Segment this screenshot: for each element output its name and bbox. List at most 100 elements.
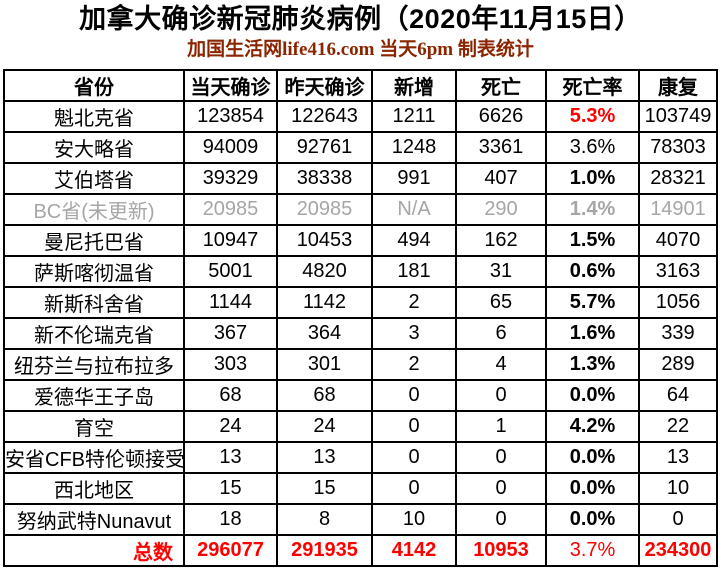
deaths-cell: 31	[455, 255, 547, 288]
today-cell: 367	[183, 317, 278, 350]
deaths-cell: 0	[455, 441, 547, 474]
table-row: 安大略省 94009 92761 1248 3361 3.6% 78303	[3, 131, 718, 164]
col-header-province: 省份	[3, 69, 185, 102]
deaths-cell: 6626	[455, 100, 547, 133]
table-row: 艾伯塔省 39329 38338 991 407 1.0% 28321	[3, 162, 718, 195]
yesterday-cell: 15	[276, 472, 373, 505]
death-rate-cell: 0.6%	[545, 255, 640, 288]
yesterday-cell: 68	[276, 379, 373, 412]
recovered-cell: 0	[638, 503, 718, 536]
new-cases-cell: 2	[371, 348, 457, 381]
death-rate-cell: 4.2%	[545, 410, 640, 443]
today-cell: 15	[183, 472, 278, 505]
table-total-row: 总数 296077 291935 4142 10953 3.7% 234300	[3, 534, 718, 567]
province-cell: 曼尼托巴省	[3, 224, 185, 257]
recovered-cell: 10	[638, 472, 718, 505]
death-rate-cell: 1.4%	[545, 193, 640, 226]
col-header-recovered: 康复	[638, 69, 718, 102]
yesterday-cell: 24	[276, 410, 373, 443]
new-cases-cell: 1211	[371, 100, 457, 133]
col-header-today: 当天确诊	[183, 69, 278, 102]
yesterday-cell: 364	[276, 317, 373, 350]
province-cell: 魁北克省	[3, 100, 185, 133]
province-cell: 纽芬兰与拉布拉多	[3, 348, 185, 381]
table-row: 新不伦瑞克省 367 364 3 6 1.6% 339	[3, 317, 718, 350]
recovered-cell: 28321	[638, 162, 718, 195]
recovered-cell: 78303	[638, 131, 718, 164]
yesterday-cell: 38338	[276, 162, 373, 195]
today-cell: 68	[183, 379, 278, 412]
table-row: 努纳武特Nunavut 18 8 10 0 0.0% 0	[3, 503, 718, 536]
total-yesterday-cell: 291935	[276, 534, 373, 567]
deaths-cell: 0	[455, 379, 547, 412]
province-cell: 努纳武特Nunavut	[3, 503, 185, 536]
death-rate-cell: 1.3%	[545, 348, 640, 381]
new-cases-cell: 3	[371, 317, 457, 350]
new-cases-cell: 494	[371, 224, 457, 257]
province-cell: 育空	[3, 410, 185, 443]
yesterday-cell: 8	[276, 503, 373, 536]
today-cell: 18	[183, 503, 278, 536]
today-cell: 20985	[183, 193, 278, 226]
yesterday-cell: 92761	[276, 131, 373, 164]
province-cell: BC省(未更新)	[3, 193, 185, 226]
new-cases-cell: 0	[371, 379, 457, 412]
table-row: 新斯科舍省 1144 1142 2 65 5.7% 1056	[3, 286, 718, 319]
table-row: 安省CFB特伦顿接受隔离 13 13 0 0 0.0% 13	[3, 441, 718, 474]
total-label-cell: 总数	[3, 534, 185, 567]
recovered-cell: 14901	[638, 193, 718, 226]
today-cell: 39329	[183, 162, 278, 195]
yesterday-cell: 10453	[276, 224, 373, 257]
new-cases-cell: 0	[371, 472, 457, 505]
table-row: 爱德华王子岛 68 68 0 0 0.0% 64	[3, 379, 718, 412]
province-cell: 萨斯喀彻温省	[3, 255, 185, 288]
table-row: 曼尼托巴省 10947 10453 494 162 1.5% 4070	[3, 224, 718, 257]
province-cell: 安大略省	[3, 131, 185, 164]
death-rate-cell: 5.7%	[545, 286, 640, 319]
col-header-deaths: 死亡	[455, 69, 547, 102]
table-row-bc-not-updated: BC省(未更新) 20985 20985 N/A 290 1.4% 14901	[3, 193, 718, 226]
death-rate-cell: 0.0%	[545, 503, 640, 536]
recovered-cell: 3163	[638, 255, 718, 288]
col-header-death-rate: 死亡率	[545, 69, 640, 102]
today-cell: 13	[183, 441, 278, 474]
death-rate-cell: 0.0%	[545, 472, 640, 505]
new-cases-cell: 0	[371, 441, 457, 474]
deaths-cell: 4	[455, 348, 547, 381]
table-row: 萨斯喀彻温省 5001 4820 181 31 0.6% 3163	[3, 255, 718, 288]
today-cell: 10947	[183, 224, 278, 257]
new-cases-cell: 991	[371, 162, 457, 195]
recovered-cell: 103749	[638, 100, 718, 133]
new-cases-cell: 181	[371, 255, 457, 288]
yesterday-cell: 301	[276, 348, 373, 381]
today-cell: 303	[183, 348, 278, 381]
total-death-rate-cell: 3.7%	[545, 534, 640, 567]
deaths-cell: 407	[455, 162, 547, 195]
page-title: 加拿大确诊新冠肺炎病例（2020年11月15日）	[79, 4, 642, 34]
today-cell: 5001	[183, 255, 278, 288]
province-cell: 爱德华王子岛	[3, 379, 185, 412]
today-cell: 123854	[183, 100, 278, 133]
new-cases-cell: 1248	[371, 131, 457, 164]
recovered-cell: 289	[638, 348, 718, 381]
new-cases-cell: 10	[371, 503, 457, 536]
col-header-new: 新增	[371, 69, 457, 102]
death-rate-cell: 1.0%	[545, 162, 640, 195]
province-cell: 西北地区	[3, 472, 185, 505]
deaths-cell: 162	[455, 224, 547, 257]
death-rate-cell: 1.5%	[545, 224, 640, 257]
deaths-cell: 0	[455, 503, 547, 536]
province-cell: 艾伯塔省	[3, 162, 185, 195]
deaths-cell: 65	[455, 286, 547, 319]
covid-stats-table: 省份 当天确诊 昨天确诊 新增 死亡 死亡率 康复 魁北克省 123854 12…	[3, 69, 718, 567]
table-row: 魁北克省 123854 122643 1211 6626 5.3% 103749	[3, 100, 718, 133]
today-cell: 24	[183, 410, 278, 443]
table-row: 纽芬兰与拉布拉多 303 301 2 4 1.3% 289	[3, 348, 718, 381]
new-cases-cell: N/A	[371, 193, 457, 226]
deaths-cell: 0	[455, 472, 547, 505]
today-cell: 94009	[183, 131, 278, 164]
yesterday-cell: 13	[276, 441, 373, 474]
recovered-cell: 64	[638, 379, 718, 412]
yesterday-cell: 20985	[276, 193, 373, 226]
yesterday-cell: 122643	[276, 100, 373, 133]
